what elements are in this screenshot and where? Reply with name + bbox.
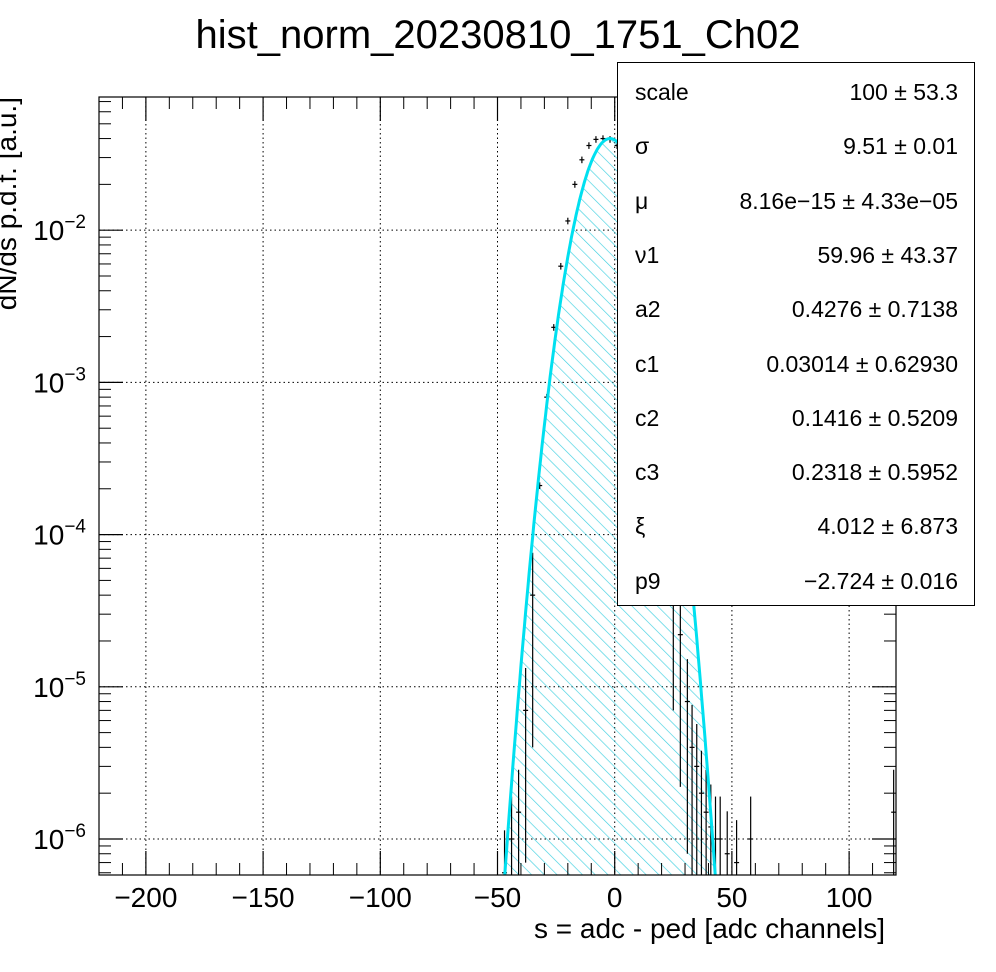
fit-param-value: 0.2318 ± 0.5952 [791,459,958,486]
fit-param-row: σ 9.51 ± 0.01 [618,133,974,163]
data-point [724,811,730,875]
fit-param-row: μ 8.16e−15 ± 4.33e−05 [618,188,974,218]
fit-param-value: 0.03014 ± 0.62930 [766,350,958,377]
data-point [891,769,896,875]
fit-param-row: c1 0.03014 ± 0.62930 [618,351,974,381]
data-point [593,136,599,143]
data-point [677,592,683,787]
fit-param-name: μ [635,187,649,214]
fit-param-name: ν1 [635,241,660,268]
fit-param-value: 8.16e−15 ± 4.33e−05 [739,187,958,214]
y-tick-label: 10−5 [33,669,86,703]
x-tick-label: 0 [607,882,623,913]
data-point [516,769,522,875]
fit-param-name: p9 [635,567,661,594]
x-tick-label: −150 [232,882,295,913]
fit-param-name: c3 [635,459,660,486]
y-tick-exponent: −5 [64,669,86,690]
data-point [748,796,754,875]
y-tick-base: 10 [33,215,64,246]
fit-param-name: σ [635,133,650,160]
data-point [572,181,578,188]
fit-param-value: 9.51 ± 0.01 [843,133,958,160]
y-tick-label: 10−3 [33,364,86,398]
chart-title: hist_norm_20230810_1751_Ch02 [196,13,801,57]
fit-param-name: ξ [635,513,646,540]
fit-param-value: −2.724 ± 0.016 [804,567,958,594]
data-point [586,142,592,149]
data-point [689,704,695,875]
data-point [509,796,515,875]
data-point [694,723,700,875]
data-point [523,667,529,863]
fit-param-value: 0.1416 ± 0.5209 [791,404,958,431]
y-tick-labels: 10−610−510−410−310−2 [33,212,86,855]
x-tick-label: −50 [474,882,522,913]
fit-param-value: 59.96 ± 43.37 [817,241,958,268]
y-tick-exponent: −3 [64,364,86,385]
fit-param-value: 0.4276 ± 0.7138 [791,296,958,323]
data-point [530,552,536,748]
fit-param-name: scale [635,79,689,105]
fit-param-row: c3 0.2318 ± 0.5952 [618,459,974,489]
fit-statistics-box: scale 100 ± 53.3 σ 9.51 ± 0.01 μ 8.16e−15 ± 4… [617,62,975,606]
y-tick-exponent: −6 [64,821,86,842]
fit-param-row: c2 0.1416 ± 0.5209 [618,405,974,435]
fit-param-name: c1 [635,350,660,377]
fit-param-value: 100 ± 53.3 [849,79,958,105]
y-tick-base: 10 [33,672,64,703]
y-tick-label: 10−6 [33,821,86,855]
fit-param-name: a2 [635,296,661,323]
x-axis-label: s = adc - ped [adc channels] [534,913,885,944]
x-tick-label: 100 [826,882,873,913]
y-tick-base: 10 [33,520,64,551]
data-point [558,262,564,270]
x-tick-label: 50 [716,882,747,913]
y-tick-label: 10−2 [33,212,86,246]
x-tick-labels: −200 −150 −100 −50 0 50 100 [114,882,872,913]
fit-param-row: scale 100 ± 53.3 [618,79,974,109]
x-tick-label: −100 [349,882,412,913]
data-point [565,217,571,225]
y-tick-exponent: −2 [64,212,86,233]
data-point [684,659,690,854]
fit-param-row: ξ 4.012 ± 6.873 [618,513,974,543]
fit-param-row: a2 0.4276 ± 0.7138 [618,296,974,326]
data-point [703,769,709,875]
y-tick-label: 10−4 [33,517,86,551]
data-point [734,820,740,875]
y-tick-exponent: −4 [64,517,86,538]
y-tick-base: 10 [33,367,64,398]
x-tick-label: −200 [114,882,177,913]
fit-param-row: p9 −2.724 ± 0.016 [618,568,974,598]
data-point [579,156,585,164]
data-point [698,750,704,875]
y-tick-base: 10 [33,824,64,855]
fit-param-row: ν1 59.96 ± 43.37 [618,242,974,272]
y-axis-label: dN/ds p.d.f. [a.u.] [0,97,22,310]
fit-param-value: 4.012 ± 6.873 [817,513,958,540]
data-point [717,796,723,875]
data-points [502,135,896,875]
fit-param-name: c2 [635,404,660,431]
